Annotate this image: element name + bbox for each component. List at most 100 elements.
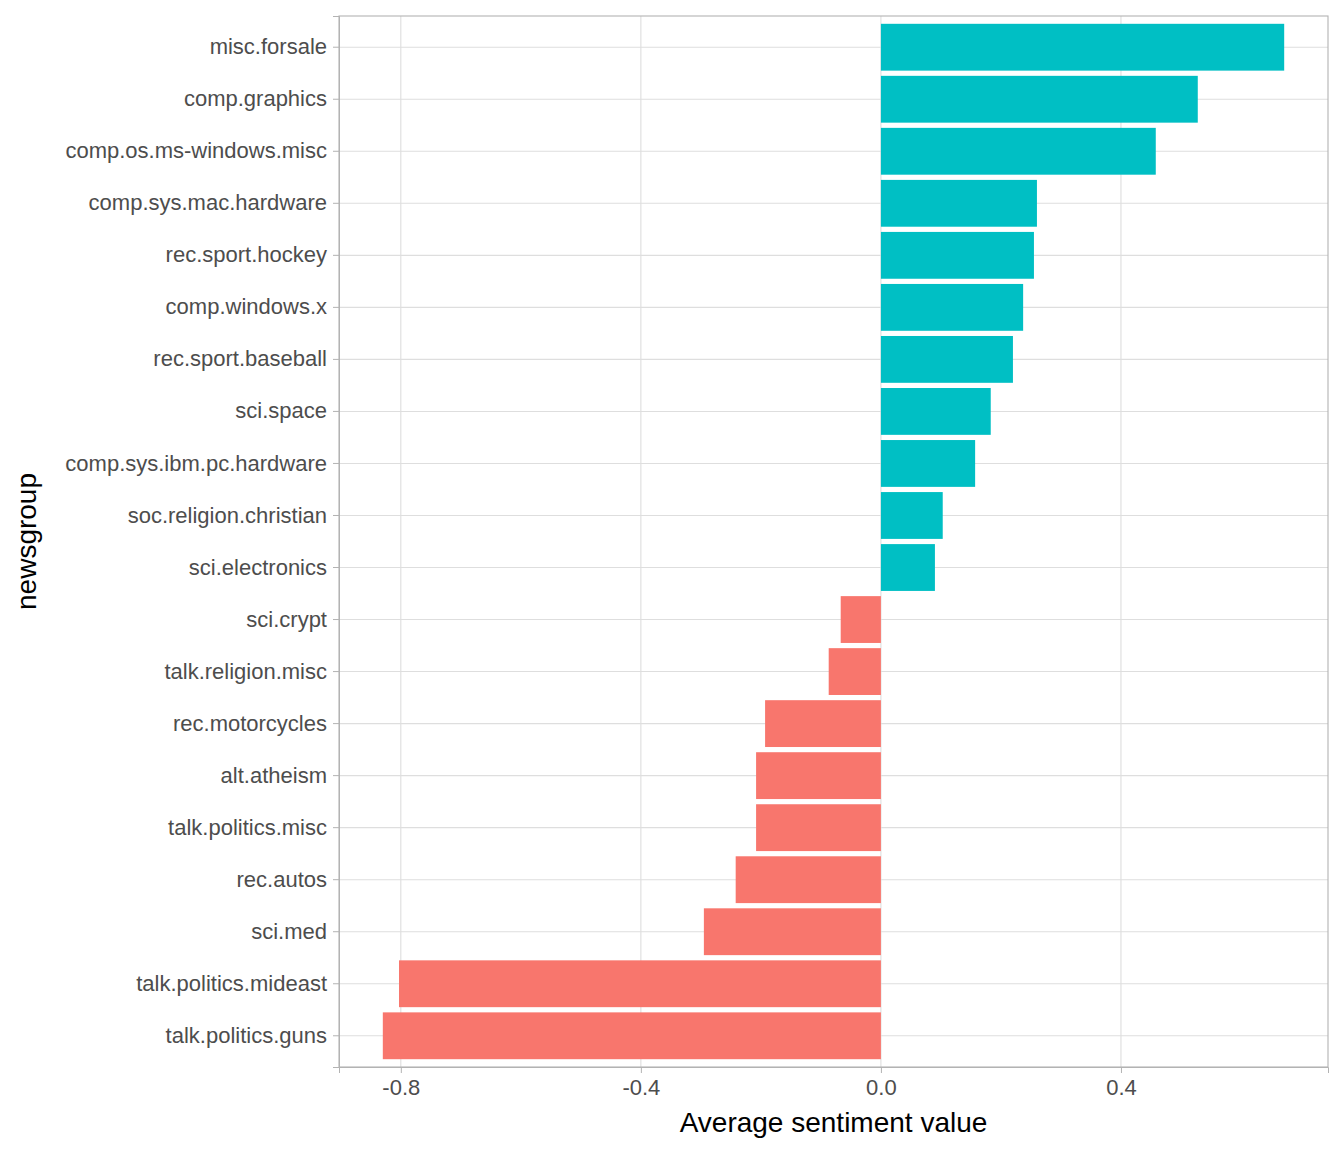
tick: rec.sport.baseball — [153, 346, 339, 371]
tick: comp.windows.x — [166, 294, 339, 319]
tick-label: talk.politics.misc — [168, 815, 327, 840]
bar — [399, 960, 881, 1007]
grid-line — [339, 515, 1328, 516]
y-axis: misc.forsale comp.graphics comp.os.ms-wind… — [65, 17, 339, 1068]
axis-line — [340, 1068, 1329, 1074]
bar — [881, 76, 1198, 123]
grid-line — [339, 307, 1328, 308]
tick-label: talk.politics.mideast — [136, 971, 327, 996]
tick-label: sci.med — [251, 919, 327, 944]
tick-mark — [333, 99, 339, 100]
tick-mark — [333, 983, 339, 984]
x-axis-title: Average sentiment value — [680, 1107, 988, 1138]
tick-mark — [333, 775, 339, 776]
tick-mark — [333, 879, 339, 880]
bar — [383, 1012, 881, 1059]
tick-mark — [333, 411, 339, 412]
bar — [881, 284, 1023, 331]
tick: -0.8 — [382, 1067, 420, 1100]
tick-mark — [333, 619, 339, 620]
grid-line — [339, 567, 1328, 568]
grid-line — [339, 411, 1328, 412]
bar — [736, 856, 881, 903]
grid-line — [339, 359, 1328, 360]
tick: misc.forsale — [210, 34, 339, 59]
bar — [881, 232, 1034, 279]
grid-line — [640, 16, 641, 1067]
tick-mark — [333, 359, 339, 360]
grid-line — [400, 16, 401, 1067]
x-axis: -0.8 -0.4 0.0 0.4 — [340, 1067, 1329, 1100]
grid-line — [339, 203, 1328, 204]
tick-label: comp.windows.x — [166, 294, 327, 319]
bar — [704, 908, 881, 955]
tick: rec.autos — [237, 867, 340, 892]
tick: talk.religion.misc — [164, 659, 339, 684]
grid — [339, 16, 1328, 1067]
bar — [881, 180, 1037, 227]
tick: sci.space — [235, 398, 339, 423]
tick-mark — [641, 1067, 642, 1073]
tick: talk.politics.misc — [168, 815, 339, 840]
tick-label: sci.space — [235, 398, 327, 423]
bar — [765, 700, 881, 747]
tick-mark — [1121, 1067, 1122, 1073]
tick-mark — [333, 1035, 339, 1036]
tick: -0.4 — [622, 1067, 660, 1100]
bar — [841, 596, 881, 643]
tick: sci.electronics — [189, 555, 339, 580]
tick-label: -0.8 — [382, 1075, 420, 1100]
bar — [756, 804, 881, 851]
tick-label: comp.os.ms-windows.misc — [65, 138, 327, 163]
tick-label: soc.religion.christian — [128, 503, 327, 528]
tick-label: 0.4 — [1106, 1075, 1137, 1100]
tick: comp.graphics — [184, 86, 339, 111]
tick-mark — [333, 931, 339, 932]
bar — [881, 336, 1013, 383]
tick: sci.med — [251, 919, 339, 944]
tick-label: -0.4 — [622, 1075, 660, 1100]
tick-mark — [333, 567, 339, 568]
grid-line — [339, 151, 1328, 152]
tick-label: comp.sys.ibm.pc.hardware — [65, 450, 327, 475]
tick-label: talk.religion.misc — [164, 659, 327, 684]
tick-mark — [333, 515, 339, 516]
tick-label: sci.electronics — [189, 555, 327, 580]
grid-line — [339, 619, 1328, 620]
bar — [829, 648, 881, 695]
chart: -0.8 -0.4 0.0 0.4 misc.forsale comp.graphics c… — [0, 0, 1344, 1152]
tick-label: rec.sport.baseball — [153, 346, 327, 371]
tick-label: 0.0 — [866, 1075, 897, 1100]
tick-mark — [333, 723, 339, 724]
tick-label: sci.crypt — [246, 607, 327, 632]
tick-mark — [333, 827, 339, 828]
tick: sci.crypt — [246, 607, 339, 632]
tick-mark — [333, 255, 339, 256]
bar — [881, 128, 1156, 175]
tick-label: misc.forsale — [210, 34, 327, 59]
tick-label: talk.politics.guns — [166, 1023, 327, 1048]
grid-line — [339, 255, 1328, 256]
tick-label: comp.sys.mac.hardware — [89, 190, 327, 215]
tick-label: rec.autos — [237, 867, 328, 892]
tick-mark — [333, 151, 339, 152]
bar — [881, 388, 991, 435]
tick: talk.politics.mideast — [136, 971, 339, 996]
bar — [881, 492, 943, 539]
tick: comp.os.ms-windows.misc — [65, 138, 339, 163]
panel-border — [339, 16, 1328, 1067]
tick: 0.0 — [866, 1067, 897, 1100]
axis-line — [333, 17, 340, 1068]
tick-label: comp.graphics — [184, 86, 327, 111]
tick: comp.sys.mac.hardware — [89, 190, 339, 215]
tick: talk.politics.guns — [166, 1023, 339, 1048]
tick-mark — [333, 307, 339, 308]
plot: -0.8 -0.4 0.0 0.4 misc.forsale comp.graphics c… — [65, 16, 1328, 1100]
tick: rec.motorcycles — [173, 711, 339, 736]
tick-mark — [333, 47, 339, 48]
panel-background — [339, 16, 1328, 1067]
y-axis-title: newsgroup — [11, 473, 42, 610]
tick-label: alt.atheism — [221, 763, 327, 788]
bars — [383, 24, 1284, 1059]
bar — [881, 24, 1284, 71]
